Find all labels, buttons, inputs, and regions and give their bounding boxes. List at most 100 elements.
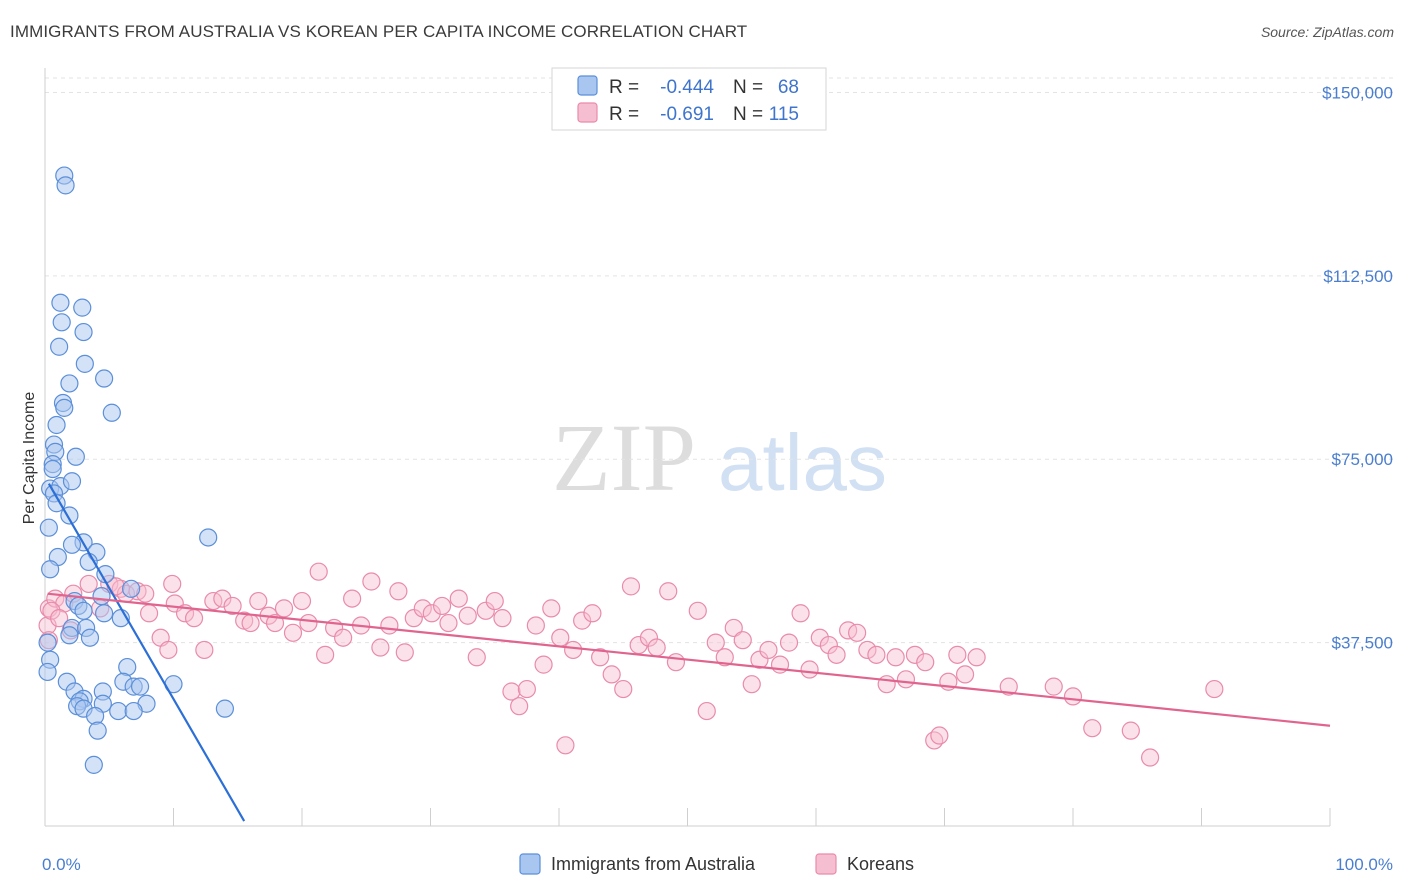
korean-point — [724, 618, 743, 638]
korean-point — [999, 677, 1018, 696]
australia-point — [92, 587, 111, 606]
watermark-atlas: atlas — [718, 418, 887, 507]
australia-point — [109, 701, 128, 721]
australia-points — [38, 166, 234, 774]
korean-point — [564, 640, 583, 660]
korean-point — [715, 648, 734, 667]
korean-point — [163, 574, 182, 594]
australia-trendline — [47, 483, 246, 822]
korean-point — [688, 601, 707, 620]
korean-point — [742, 675, 761, 694]
korean-point — [639, 628, 659, 647]
x-tick-labels: 0.0% 100.0% — [42, 855, 1393, 874]
korean-point — [1083, 719, 1102, 738]
legend-swatch-australia — [577, 75, 598, 96]
korean-point — [502, 682, 521, 701]
korean-point — [467, 648, 486, 667]
australia-point — [52, 313, 71, 332]
korean-point — [395, 643, 414, 662]
legend-box — [551, 67, 827, 131]
korean-point — [905, 645, 925, 664]
korean-point — [213, 589, 232, 608]
axes — [44, 68, 1331, 827]
australia-point — [215, 699, 234, 718]
australia-point — [95, 369, 114, 388]
australia-point — [66, 447, 85, 466]
korean-point — [79, 574, 98, 594]
australia-point — [102, 403, 121, 422]
korean-point — [292, 591, 312, 611]
legend-label-australia: Immigrants from Australia — [551, 854, 756, 874]
korean-point — [542, 599, 561, 618]
korean-point — [591, 648, 610, 667]
korean-point — [241, 613, 260, 633]
legend-n-value: 68 — [778, 77, 799, 98]
australia-point — [50, 337, 69, 356]
korean-point — [925, 731, 944, 750]
x-tick-label: 0.0% — [42, 855, 81, 874]
australia-point — [130, 677, 150, 696]
korean-point — [1205, 679, 1224, 699]
korean-point — [1121, 721, 1140, 740]
korean-point — [967, 648, 986, 667]
korean-point — [184, 609, 204, 628]
korean-point — [733, 631, 752, 650]
australia-point — [41, 560, 60, 579]
australia-point — [124, 701, 143, 721]
korean-point — [848, 623, 867, 642]
australia-point — [74, 601, 93, 620]
legend-r-value: -0.691 — [660, 104, 714, 125]
y-tick-label: $112,500 — [1323, 267, 1393, 286]
y-tick-label: $37,500 — [1332, 634, 1393, 653]
y-tick-label: $150,000 — [1322, 83, 1393, 102]
korean-point — [139, 604, 159, 623]
korean-point — [274, 599, 294, 618]
australia-point — [62, 472, 82, 491]
korean-point — [389, 582, 408, 601]
korean-point — [759, 640, 778, 660]
legend-r-value: -0.444 — [660, 77, 714, 98]
y-axis-label: Per Capita Income — [21, 392, 38, 525]
legend-n-label: N = — [733, 104, 763, 125]
watermark: ZIP atlas — [552, 404, 887, 511]
korean-point — [697, 701, 716, 721]
korean-point — [449, 589, 468, 608]
korean-point — [309, 562, 328, 581]
australia-point — [55, 398, 74, 417]
australia-point — [88, 721, 107, 740]
korean-point — [827, 645, 846, 664]
australia-point — [38, 633, 57, 652]
korean-point — [249, 591, 268, 611]
korean-point — [1063, 687, 1083, 706]
korean-point — [602, 665, 621, 684]
legend-swatch-australia — [519, 853, 541, 875]
korean-point — [930, 726, 949, 745]
y-tick-label: $75,000 — [1332, 450, 1393, 469]
korean-point — [42, 601, 61, 620]
australia-point — [60, 626, 79, 645]
australia-point — [74, 322, 93, 342]
korean-point — [886, 648, 905, 667]
watermark-zip: ZIP — [552, 404, 696, 511]
source-label: Source: ZipAtlas.com — [1260, 24, 1394, 40]
korean-point — [534, 655, 553, 674]
korean-point — [526, 616, 545, 635]
korean-point — [517, 679, 536, 699]
korean-point — [265, 613, 285, 633]
korean-point — [510, 697, 529, 716]
legend-n-value: 115 — [769, 104, 799, 125]
australia-point — [47, 415, 66, 435]
korean-point — [485, 591, 504, 611]
legend-r-label: R = — [609, 104, 639, 125]
korean-point — [666, 653, 686, 672]
korean-point — [299, 613, 318, 633]
bottom-legend: Immigrants from Australia Koreans — [519, 853, 914, 875]
korean-point — [916, 653, 935, 672]
australia-point — [121, 579, 141, 598]
top-legend: R = -0.444 N = 68 R = -0.691 N = 115 — [551, 67, 827, 131]
korean-point — [439, 613, 458, 633]
korean-point — [283, 623, 303, 642]
korean-point — [647, 638, 666, 657]
korean-point — [422, 604, 441, 623]
korean-point — [706, 633, 725, 652]
